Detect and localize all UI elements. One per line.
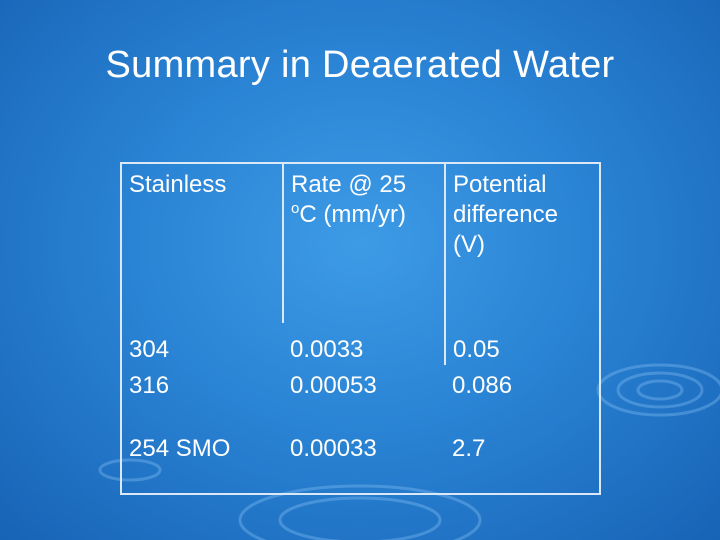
table-cell: 0.086 — [452, 371, 513, 399]
table-row: 254 SMO 0.00033 2.7 — [121, 428, 600, 494]
header-text: C (mm/yr) — [299, 201, 406, 228]
header-cell: Potential difference (V) — [444, 163, 600, 323]
superscript: o — [291, 200, 300, 217]
table-cell: 0.00033 — [290, 435, 377, 463]
header-cell: Stainless — [129, 171, 227, 198]
table-cell: 0.05 — [444, 322, 600, 365]
table-cell: 0.00053 — [290, 371, 377, 399]
header-row: Stainless Rate @ 25 oC (mm/yr) Potential… — [121, 163, 600, 323]
slide-title: Summary in Deaerated Water — [105, 44, 615, 86]
table-row: 304 0.0033 0.05 — [121, 322, 600, 365]
summary-table: Stainless Rate @ 25 oC (mm/yr) Potential… — [120, 162, 601, 495]
header-cell: Rate @ 25 oC (mm/yr) — [282, 163, 446, 323]
table-cell: 0.0033 — [290, 335, 364, 363]
table-cell: 2.7 — [452, 435, 486, 463]
table-cell: 316 — [129, 371, 170, 399]
table-row: 316 0.00053 0.086 — [121, 365, 600, 429]
table-cell: 254 SMO — [129, 435, 231, 463]
header-text: Rate @ 25 — [291, 171, 407, 198]
table-cell: 304 — [129, 335, 170, 363]
